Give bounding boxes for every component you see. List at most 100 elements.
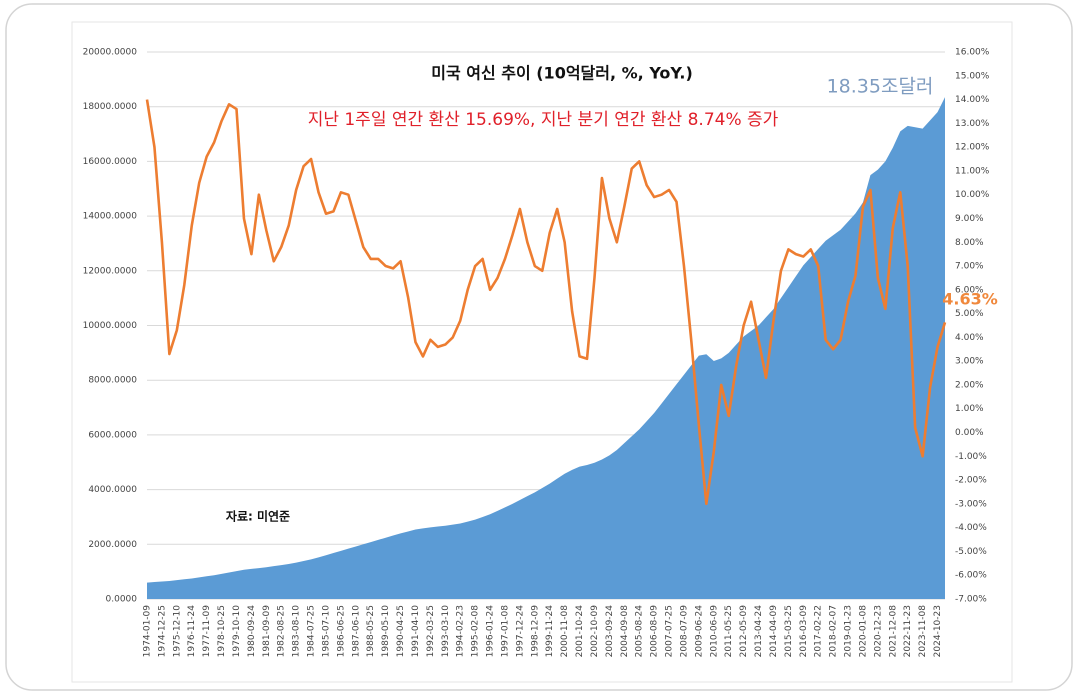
x-tick-label: 2023-11-08 <box>918 605 928 658</box>
x-tick-label: 2020-12-23 <box>873 605 883 657</box>
x-tick-label: 2024-10-23 <box>933 605 943 657</box>
y2-tick-label: 9.00% <box>955 214 984 224</box>
x-tick-label: 2002-10-09 <box>590 605 600 658</box>
y-tick-label: 6000.0000 <box>88 430 137 440</box>
x-tick-label: 2009-06-24 <box>694 605 704 658</box>
x-tick-label: 1999-11-24 <box>545 605 555 658</box>
x-tick-label: 2006-08-09 <box>650 605 660 658</box>
x-tick-label: 2020-01-08 <box>858 605 868 658</box>
x-tick-label: 2012-05-09 <box>739 605 749 658</box>
y-tick-label: 18000.0000 <box>83 102 138 112</box>
x-tick-label: 1997-01-08 <box>500 605 510 658</box>
y-tick-label: 8000.0000 <box>88 376 137 386</box>
y2-tick-label: -2.00% <box>955 476 987 486</box>
line <box>145 99 947 506</box>
x-tick-label: 1991-04-10 <box>411 605 421 658</box>
labels: 0.0000 2000.0000 4000.0000 6000.0000 8000.00… <box>83 48 990 658</box>
y2-tick-label: 4.00% <box>955 333 984 343</box>
marks <box>145 97 947 599</box>
x-tick-label: 1983-08-10 <box>292 605 302 658</box>
y2-tick-label: 16.00% <box>955 48 990 58</box>
y2-tick-label: 12.00% <box>955 143 990 153</box>
x-tick-label: 1980-09-24 <box>247 605 257 658</box>
x-tick-label: 1979-10-10 <box>232 605 242 658</box>
y2-tick-label: 7.00% <box>955 262 984 272</box>
y2-tick-label: -5.00% <box>955 547 987 557</box>
x-tick-label: 2019-01-23 <box>844 605 854 657</box>
y-tick-label: 14000.0000 <box>83 212 138 222</box>
y2-tick-label: -6.00% <box>955 571 987 581</box>
y2-tick-label: 0.00% <box>955 428 984 438</box>
x-tick-label: 2007-07-25 <box>665 605 675 657</box>
y2-tick-label: 13.00% <box>955 119 990 129</box>
y2-tick-label: 11.00% <box>955 166 990 176</box>
y2-tick-label: 3.00% <box>955 357 984 367</box>
x-tick-label: 2008-07-09 <box>679 605 689 658</box>
y2-tick-label: -1.00% <box>955 452 987 462</box>
x-tick-label: 2000-11-08 <box>560 605 570 658</box>
x-tick-label: 1995-02-08 <box>471 605 481 658</box>
y-tick-label: 4000.0000 <box>88 485 137 495</box>
y-tick-label: 10000.0000 <box>83 321 138 331</box>
x-tick-label: 2013-04-24 <box>754 605 764 658</box>
total-annotation: 18.35조달러 <box>827 76 934 98</box>
y-tick-label: 20000.0000 <box>83 48 138 58</box>
y-tick-label: 0.0000 <box>106 595 138 605</box>
x-tick-label: 1987-06-10 <box>351 605 361 658</box>
y2-tick-label: -3.00% <box>955 499 987 509</box>
x-tick-label: 1977-11-09 <box>202 605 212 658</box>
x-tick-label: 1981-09-09 <box>262 605 272 658</box>
x-tick-label: 2005-08-24 <box>635 605 645 658</box>
x-tick-label: 1978-10-25 <box>217 605 227 657</box>
x-tick-label: 2016-03-09 <box>799 605 809 658</box>
x-tick-label: 1990-04-25 <box>396 605 406 657</box>
y2-tick-label: 8.00% <box>955 238 984 248</box>
chart-title: 미국 여신 추이 (10억달러, %, YoY.) <box>431 64 693 83</box>
x-tick-label: 2001-10-24 <box>575 605 585 658</box>
chart-subtitle: 지난 1주일 연간 환산 15.69%, 지난 분기 연간 환산 8.74% 증… <box>308 110 779 130</box>
x-tick-label: 1982-08-25 <box>277 605 287 657</box>
y-tick-label: 2000.0000 <box>88 540 137 550</box>
y2-tick-label: 6.00% <box>955 285 984 295</box>
x-tick-label: 2015-03-25 <box>784 605 794 657</box>
x-tick-label: 1997-12-24 <box>515 605 525 658</box>
source-note: 자료: 미연준 <box>226 509 290 524</box>
x-tick-label: 1986-06-25 <box>336 605 346 657</box>
x-tick-label: 2018-02-07 <box>829 605 839 657</box>
x-tick-label: 1992-03-25 <box>426 605 436 657</box>
x-tick-label: 1993-03-10 <box>441 605 451 658</box>
x-tick-label: 1989-05-10 <box>381 605 391 658</box>
x-tick-label: 2004-09-08 <box>620 605 630 658</box>
y2-tick-label: 2.00% <box>955 380 984 390</box>
y2-tick-label: 14.00% <box>955 95 990 105</box>
y2-tick-label: -7.00% <box>955 595 987 605</box>
y2-tick-label: -4.00% <box>955 523 987 533</box>
x-tick-label: 2022-11-23 <box>903 605 913 657</box>
x-tick-label: 1984-07-25 <box>307 605 317 657</box>
y2-tick-label: 5.00% <box>955 309 984 319</box>
x-tick-label: 2010-06-09 <box>709 605 719 658</box>
y-tick-label: 16000.0000 <box>83 157 138 167</box>
x-tick-label: 1988-05-25 <box>366 605 376 657</box>
yoy-annotation: 4.63% <box>942 290 998 309</box>
x-tick-label: 1994-02-23 <box>456 605 466 657</box>
x-tick-label: 1975-12-10 <box>172 605 182 658</box>
x-tick-label: 2011-05-25 <box>724 605 734 657</box>
x-tick-label: 2014-04-09 <box>769 605 779 658</box>
y-tick-label: 12000.0000 <box>83 266 138 276</box>
x-tick-label: 1976-11-24 <box>187 605 197 658</box>
x-tick-label: 2021-12-08 <box>888 605 898 658</box>
x-tick-label: 2003-09-24 <box>605 605 615 658</box>
x-tick-label: 1974-12-25 <box>157 605 167 657</box>
y2-tick-label: 1.00% <box>955 404 984 414</box>
x-tick-label: 2017-02-22 <box>814 605 824 657</box>
x-tick-label: 1998-12-09 <box>530 605 540 658</box>
x-tick-label: 1985-07-10 <box>321 605 331 658</box>
area <box>147 97 945 599</box>
y2-tick-label: 15.00% <box>955 71 990 81</box>
y2-tick-label: 10.00% <box>955 190 990 200</box>
x-tick-label: 1974-01-09 <box>143 605 153 658</box>
x-tick-label: 1996-01-24 <box>486 605 496 658</box>
